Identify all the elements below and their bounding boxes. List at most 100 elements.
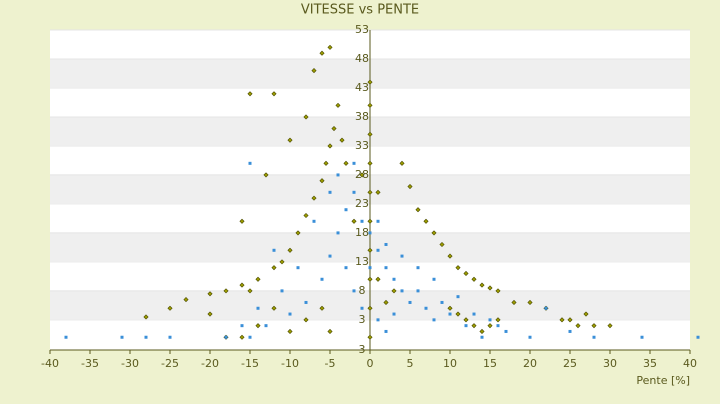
point (224, 335, 228, 339)
point (240, 324, 244, 328)
x-tick-label: 35 (643, 357, 657, 370)
point (335, 102, 341, 108)
point (575, 323, 581, 329)
point (367, 79, 373, 85)
y-tick-label: 53 (355, 23, 369, 36)
point (144, 335, 148, 339)
point (424, 306, 428, 310)
point (239, 334, 245, 340)
point (384, 329, 388, 333)
point (303, 114, 309, 120)
point (544, 306, 548, 310)
y-tick-label: 43 (355, 81, 369, 94)
point (331, 126, 337, 132)
point (360, 219, 364, 223)
point (367, 160, 373, 166)
point (448, 312, 452, 316)
point (352, 289, 356, 293)
point (168, 335, 172, 339)
point (320, 277, 324, 281)
point (207, 311, 213, 317)
point (343, 160, 349, 166)
point (367, 247, 373, 253)
point (559, 317, 565, 323)
point (640, 335, 644, 339)
point (432, 318, 436, 322)
x-tick-label: -20 (201, 357, 219, 370)
point (367, 218, 373, 224)
point (384, 242, 388, 246)
point (336, 173, 340, 177)
y-tick-label: 23 (355, 197, 369, 210)
point (327, 328, 333, 334)
chart-title: VITESSE vs PENTE (301, 3, 419, 18)
y-tick-label: 38 (355, 110, 369, 123)
x-tick-label: 15 (483, 357, 497, 370)
point (327, 143, 333, 149)
point (311, 68, 317, 74)
point (495, 317, 501, 323)
point (368, 231, 372, 235)
point (511, 299, 517, 306)
point (319, 50, 325, 56)
point (400, 289, 404, 293)
point (487, 323, 493, 329)
x-tick-label: -30 (121, 357, 139, 370)
point (287, 247, 293, 253)
point (367, 102, 373, 108)
point (583, 311, 589, 317)
point (239, 282, 245, 288)
point (455, 265, 461, 271)
point (392, 277, 396, 281)
point (440, 300, 444, 304)
point (287, 137, 293, 143)
point (567, 317, 573, 323)
point (384, 266, 388, 270)
point (279, 259, 285, 265)
point (328, 254, 332, 258)
point (328, 190, 332, 194)
point (368, 266, 372, 270)
point (247, 288, 253, 294)
point (504, 329, 508, 333)
point (367, 189, 373, 195)
point (271, 305, 277, 311)
point (399, 160, 405, 166)
x-tick-label: -35 (81, 357, 99, 370)
point (375, 276, 381, 282)
y-tick-label: 48 (355, 52, 369, 65)
point (472, 312, 476, 316)
y-tick-label: 3 (359, 343, 366, 356)
point (264, 324, 268, 328)
x-tick-label: -40 (41, 357, 59, 370)
point (256, 306, 260, 310)
x-tick-label: -5 (325, 357, 336, 370)
point (167, 305, 173, 311)
x-tick-label: -25 (161, 357, 179, 370)
point (376, 219, 380, 223)
point (432, 277, 436, 281)
point (223, 288, 229, 294)
point (295, 230, 301, 236)
point (423, 218, 429, 224)
point (407, 183, 413, 190)
point (319, 305, 325, 311)
point (568, 329, 572, 333)
point (255, 323, 261, 329)
point (592, 335, 596, 339)
point (120, 335, 124, 339)
x-tick-label: -15 (241, 357, 259, 370)
point (64, 335, 68, 339)
x-tick-label: 30 (603, 357, 617, 370)
point (463, 270, 469, 277)
point (527, 299, 533, 306)
point (311, 195, 317, 201)
point (296, 266, 300, 270)
point (143, 314, 149, 320)
point (696, 335, 700, 339)
point (447, 305, 453, 311)
point (487, 285, 493, 291)
point (488, 318, 492, 322)
point (528, 335, 532, 339)
x-axis-label: Pente [%] (636, 374, 690, 387)
